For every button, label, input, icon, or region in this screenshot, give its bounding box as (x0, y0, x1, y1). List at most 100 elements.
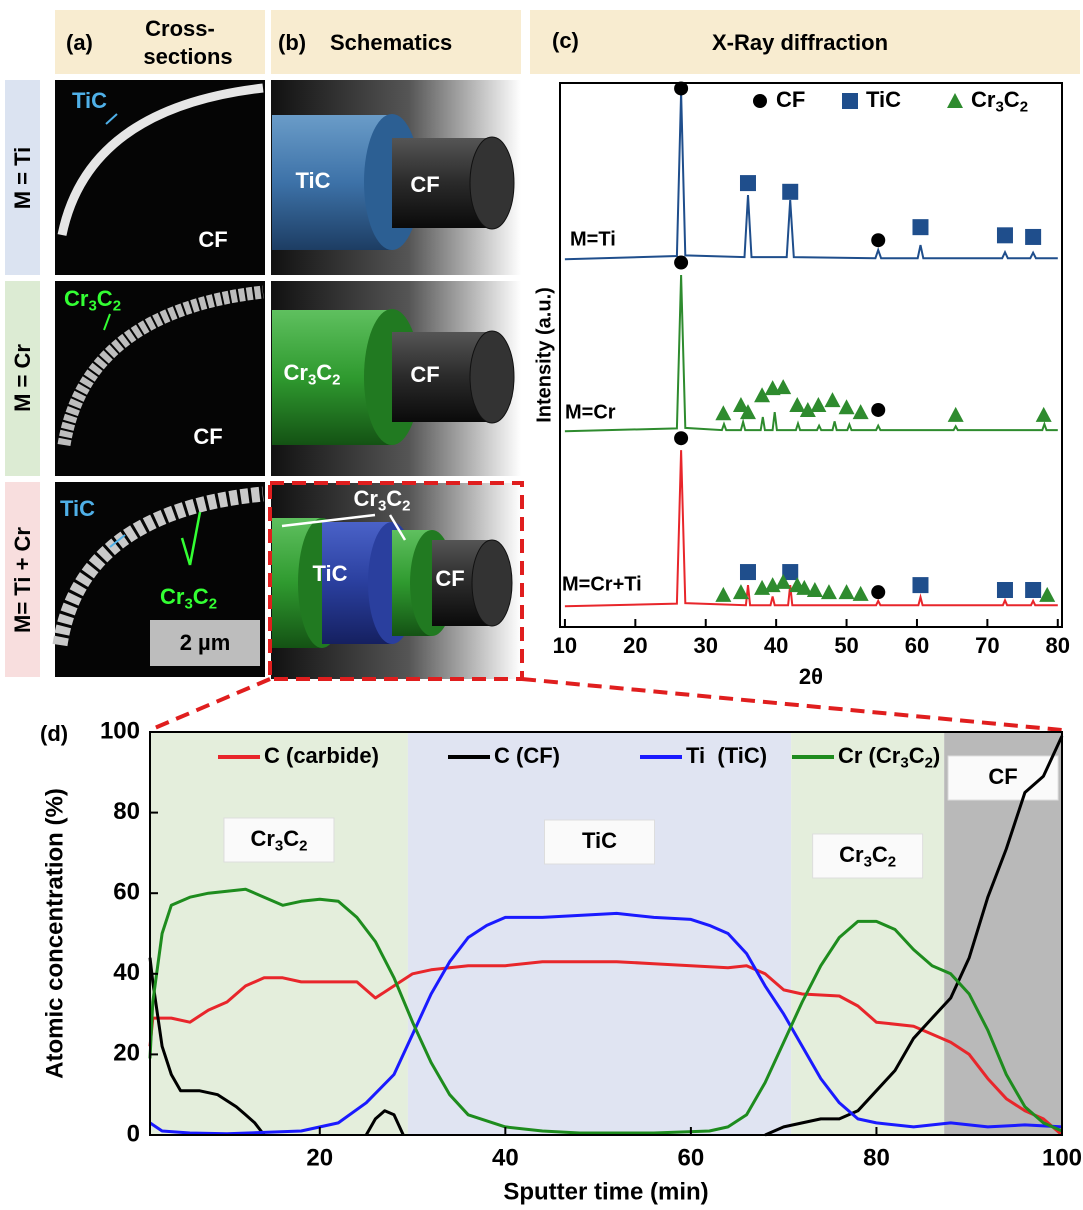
marker (789, 397, 806, 413)
region-label-box (812, 833, 924, 879)
y-tick-label: 60 (113, 879, 140, 906)
marker (996, 582, 1013, 599)
marker (739, 404, 756, 420)
zoom-line (149, 677, 1063, 732)
legend-marker (842, 93, 858, 109)
x-tick-label: 40 (764, 633, 788, 658)
series-label: M=Ti (570, 228, 616, 250)
region-label-box (544, 819, 656, 865)
header-title: Schematics (330, 30, 452, 55)
marker (732, 397, 749, 413)
y-tick-label: 0 (127, 1120, 140, 1147)
marker (852, 585, 869, 601)
x-tick-label: 60 (905, 633, 929, 658)
x-tick-label: 20 (306, 1144, 333, 1171)
region (150, 732, 408, 1135)
y-axis-label: Intensity (a.u.) (533, 287, 555, 423)
y-tick-label: 40 (113, 959, 140, 986)
series-line (564, 450, 1058, 608)
fiber-end (471, 539, 513, 627)
region-label: Cr3C2 (839, 842, 896, 871)
row-box (5, 281, 40, 476)
header-title: Cross- (145, 16, 215, 41)
series-label: M=Cr (565, 401, 616, 423)
marker (775, 573, 792, 589)
marker (824, 392, 841, 408)
scale-bar (150, 620, 260, 666)
panel-label: (c) (552, 28, 579, 53)
phase-label: Cr3C2 (283, 360, 340, 389)
marker (1025, 228, 1042, 245)
row-label: M = Cr (10, 344, 35, 412)
marker (796, 579, 813, 595)
y-tick-label: 80 (113, 798, 140, 825)
x-tick-label: 30 (693, 633, 717, 658)
header-title: sections (143, 44, 232, 69)
marker (838, 584, 855, 600)
phase-label: CF (410, 172, 439, 197)
x-tick-label: 80 (863, 1144, 890, 1171)
header-box (55, 10, 265, 74)
zoom-box (268, 481, 524, 681)
plots: 10 20 30 40 50 60 70 80 2θ Intensity (a.u.) M=Ti M=… (40, 81, 1082, 1205)
phase-label: CF (193, 424, 222, 449)
scale-bar-label: 2 µm (180, 630, 231, 655)
marker (782, 183, 799, 200)
region-label: CF (988, 764, 1017, 789)
x-tick-label: 60 (678, 1144, 705, 1171)
marker (1039, 586, 1056, 602)
arrow (281, 513, 407, 541)
series-label: M=Cr+Ti (562, 573, 642, 595)
marker (996, 227, 1013, 244)
region (407, 732, 792, 1135)
legend-label: Ti (TiC) (686, 743, 767, 768)
marker (912, 577, 929, 594)
region-label: TiC (582, 828, 617, 853)
row-box (5, 482, 40, 677)
marker (674, 431, 689, 446)
panel-label: (a) (66, 30, 93, 55)
marker (871, 585, 886, 600)
plot-frame (149, 731, 1063, 1136)
series-line (564, 274, 1058, 433)
series-line (564, 92, 1058, 261)
row-box (5, 80, 40, 275)
region-label: Cr3C2 (250, 826, 307, 855)
row-label: M= Ti + Cr (10, 527, 35, 633)
marker (820, 584, 837, 600)
marker (674, 255, 689, 270)
header-box (530, 10, 1080, 74)
x-tick-label: 80 (1046, 633, 1070, 658)
arrow (180, 511, 202, 566)
marker (715, 405, 732, 421)
phase-label: Cr3C2 (64, 286, 121, 315)
marker (810, 397, 827, 413)
marker (871, 402, 886, 417)
coating (57, 285, 264, 447)
y-tick-label: 20 (113, 1040, 140, 1067)
marker (806, 582, 823, 598)
legend-label: Cr (Cr3C2) (838, 743, 940, 772)
marker (1035, 406, 1052, 422)
header-box (271, 10, 521, 74)
legend-label: C (carbide) (264, 743, 379, 768)
arrow (105, 113, 118, 125)
series-line (148, 887, 1063, 1135)
x-tick-label: 40 (492, 1144, 519, 1171)
panel-label: (d) (40, 721, 68, 746)
x-axis-label: Sputter time (min) (503, 1178, 708, 1205)
phase-label: CF (410, 362, 439, 387)
x-tick-label: 50 (834, 633, 858, 658)
phase-label: CF (198, 227, 227, 252)
coating (57, 83, 264, 236)
y-axis-label: Atomic concentration (%) (41, 788, 68, 1079)
series-line (148, 960, 1063, 1137)
x-tick-label: 70 (975, 633, 999, 658)
x-tick-label: 20 (623, 633, 647, 658)
marker (732, 584, 749, 600)
marker (739, 175, 756, 192)
series-line (148, 735, 1064, 1137)
phase-label: Cr3C2 (160, 584, 217, 613)
chart-title: X-Ray diffraction (712, 30, 888, 55)
